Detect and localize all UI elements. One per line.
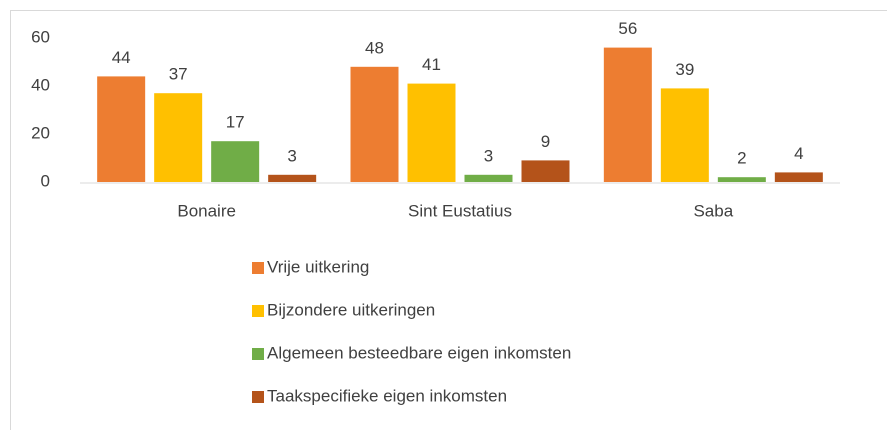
bar — [211, 141, 260, 182]
y-tick-label: 0 — [41, 171, 50, 190]
bar — [154, 93, 203, 182]
bar — [97, 76, 146, 182]
data-label: 17 — [226, 113, 245, 132]
data-label: 56 — [618, 19, 637, 38]
data-label: 37 — [169, 65, 188, 84]
data-label: 48 — [365, 38, 384, 57]
bar — [717, 177, 766, 182]
data-label: 9 — [541, 132, 550, 151]
legend-label: Bijzondere uitkeringen — [267, 300, 435, 319]
bar — [521, 160, 570, 182]
bar — [603, 47, 652, 182]
data-label: 41 — [422, 55, 441, 74]
bar — [660, 88, 709, 182]
data-label: 3 — [287, 146, 296, 165]
legend-label: Taakspecifieke eigen inkomsten — [267, 386, 507, 405]
bar — [350, 66, 399, 182]
chart-border — [10, 10, 887, 430]
data-label: 39 — [675, 60, 694, 79]
y-tick-label: 40 — [31, 75, 50, 94]
legend-swatch — [252, 305, 264, 317]
data-label: 3 — [484, 146, 493, 165]
data-label: 44 — [112, 48, 131, 67]
legend-swatch — [252, 391, 264, 403]
x-tick-label: Sint Eustatius — [408, 201, 512, 220]
bar — [774, 172, 823, 182]
bar — [268, 174, 317, 182]
legend-swatch — [252, 262, 264, 274]
legend-label: Vrije uitkering — [267, 257, 369, 276]
bar — [407, 83, 456, 182]
legend-swatch — [252, 348, 264, 360]
data-label: 2 — [737, 149, 746, 168]
y-tick-label: 60 — [31, 27, 50, 46]
bar — [464, 174, 513, 182]
x-tick-label: Bonaire — [177, 201, 236, 220]
legend-label: Algemeen besteedbare eigen inkomsten — [267, 343, 571, 362]
data-label: 4 — [794, 144, 803, 163]
x-tick-label: Saba — [693, 201, 733, 220]
y-tick-label: 20 — [31, 123, 50, 142]
